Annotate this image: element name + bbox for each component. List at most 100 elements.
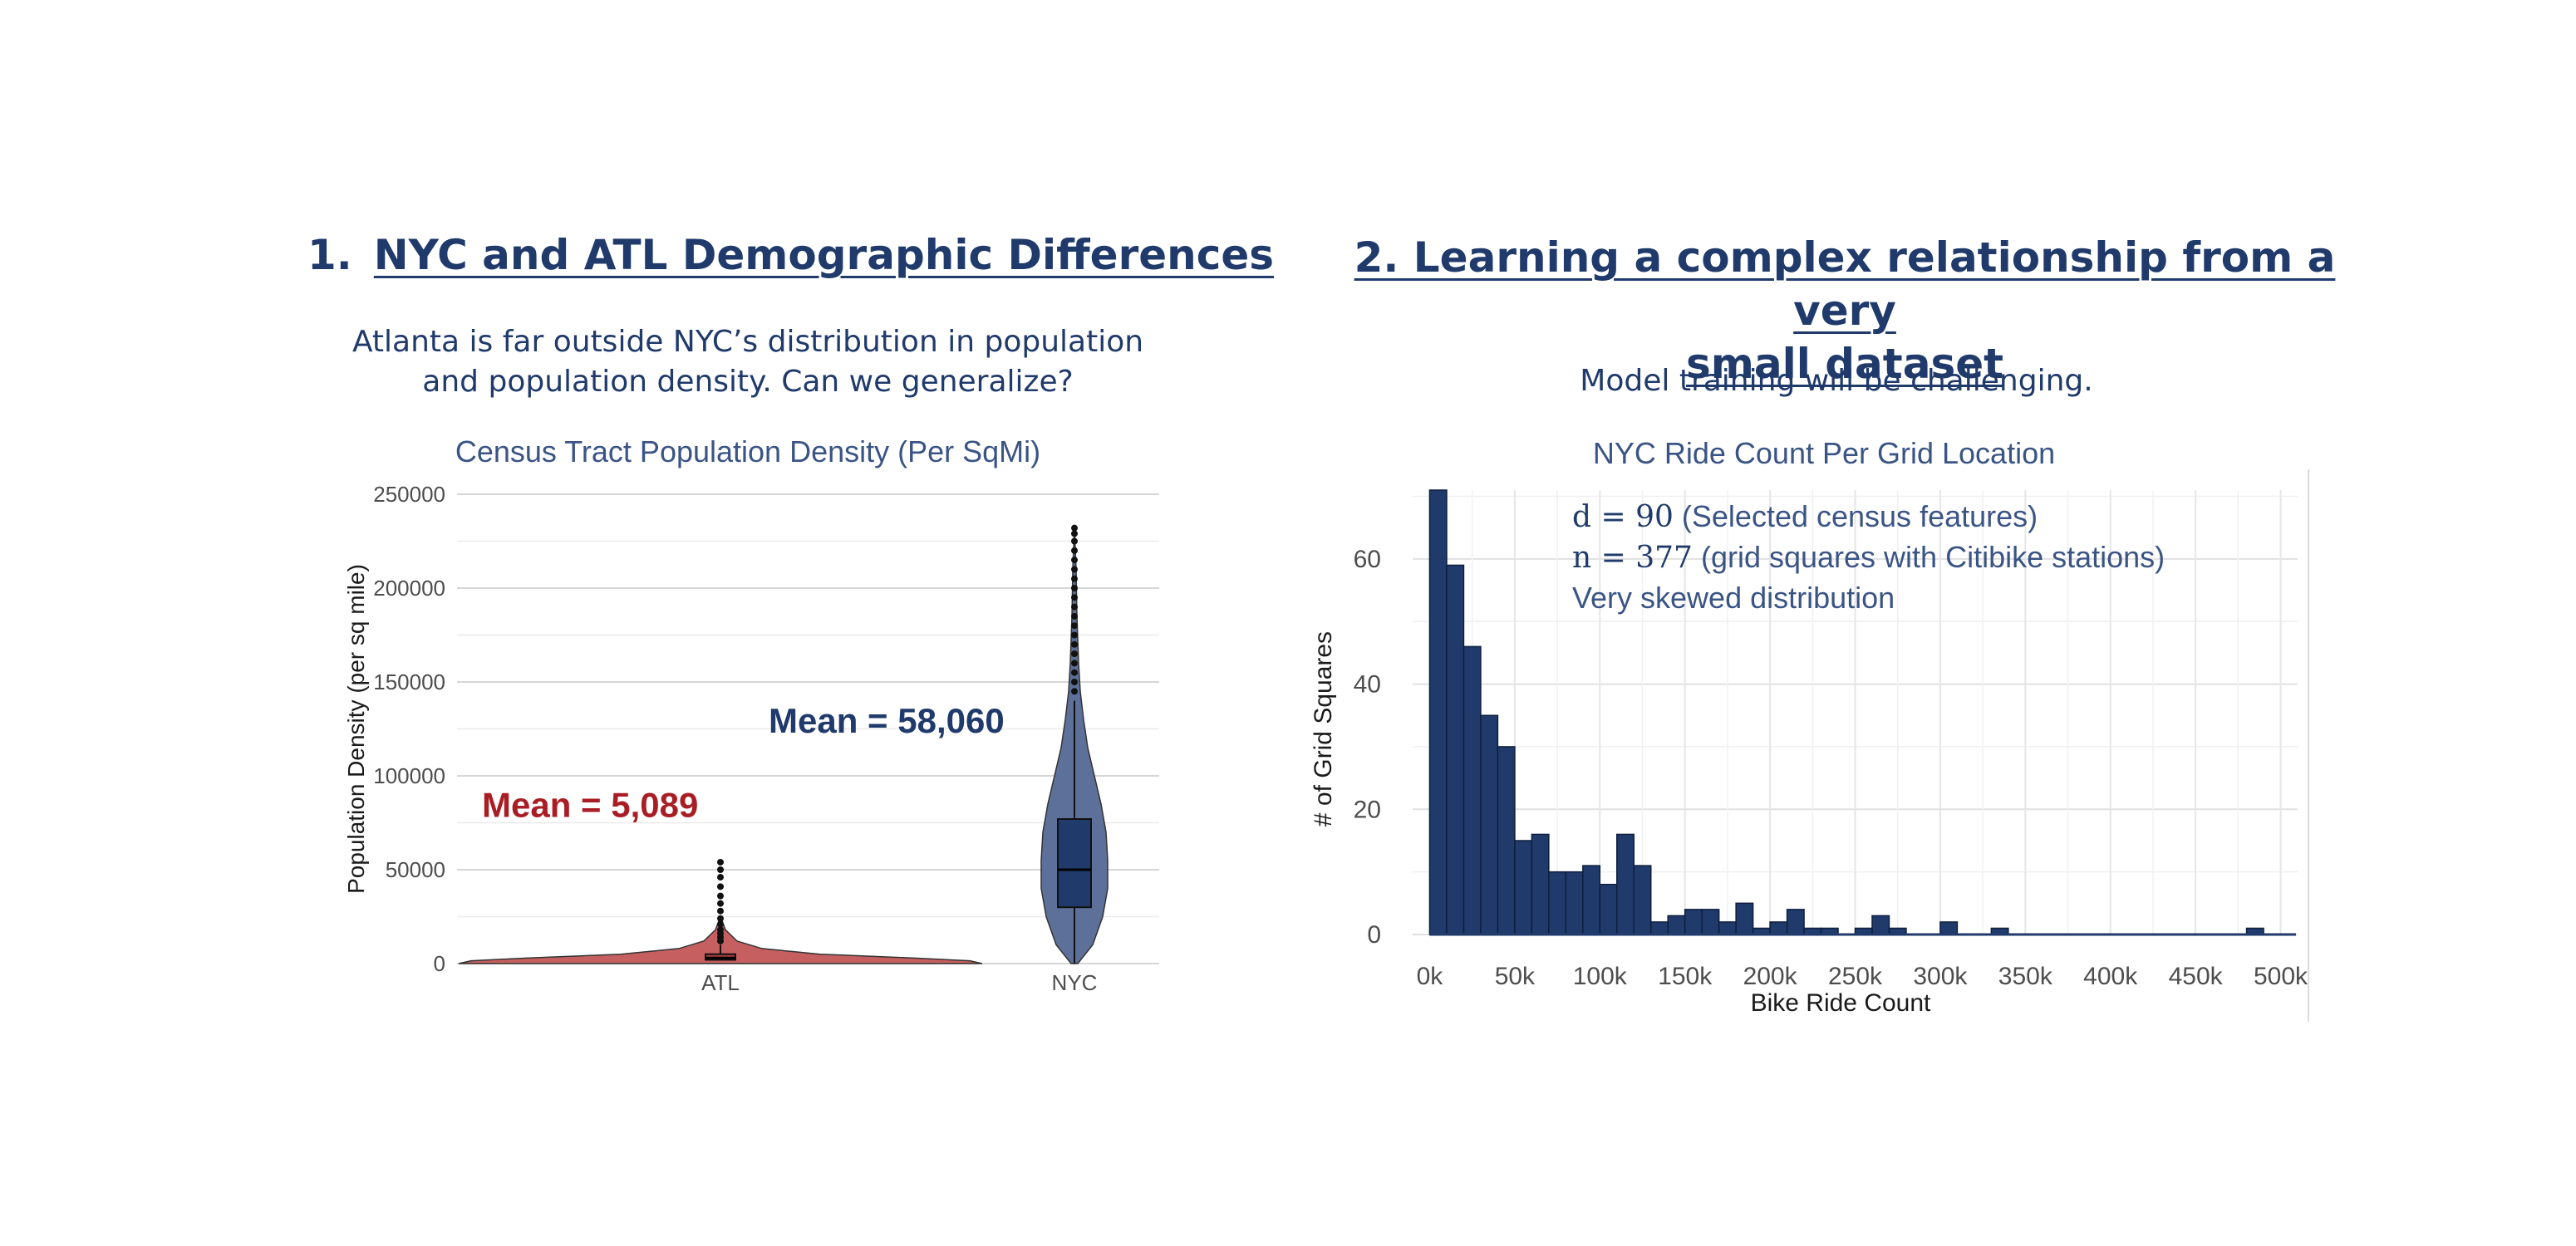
nyc-outlier-point xyxy=(1071,660,1078,667)
histogram-bar xyxy=(1684,909,1703,935)
nyc-outlier-point xyxy=(1071,603,1078,611)
violin-chart: Census Tract Population Density (Per SqM… xyxy=(343,434,1159,995)
right-heading-line-2: small dataset xyxy=(1685,340,2004,388)
y-tick-label: 150000 xyxy=(373,670,445,694)
histogram-bar xyxy=(1786,909,1805,935)
annotation-d-line: d = 90 (Selected census features) xyxy=(1572,497,2165,537)
atl-outlier-point xyxy=(717,900,724,907)
atl-outlier-point xyxy=(717,866,724,873)
annotation-n-math: n = 377 xyxy=(1572,541,1693,575)
histogram-bar xyxy=(1701,909,1720,935)
left-subtitle-line-1: Atlanta is far outside NYC’s distributio… xyxy=(351,325,1144,359)
x-tick-label: 300k xyxy=(1913,963,1968,990)
nyc-outlier-point xyxy=(1071,537,1078,545)
histogram-bar xyxy=(1463,645,1482,935)
nyc-mean-annotation: Mean = 58,060 xyxy=(769,701,1005,740)
atl-outlier-point xyxy=(717,915,724,922)
atl-outlier-point xyxy=(717,858,724,866)
histogram-bar xyxy=(1718,921,1737,935)
right-subtitle: Model training will be challenging. xyxy=(1580,364,2093,398)
x-tick-label: 450k xyxy=(2169,963,2224,990)
histogram-bar xyxy=(1582,865,1601,935)
atl-outlier-point xyxy=(717,874,724,881)
nyc-outlier-point xyxy=(1071,547,1078,554)
y-axis-label: Population Density (per sq mile) xyxy=(343,564,369,894)
nyc-outlier-point xyxy=(1071,575,1078,582)
histogram-bar xyxy=(1871,915,1890,935)
nyc-outlier-point xyxy=(1071,585,1078,591)
nyc-outlier-point xyxy=(1071,524,1078,532)
y-tick-label: 40 xyxy=(1354,671,1381,699)
x-tick-label: ATL xyxy=(701,970,740,995)
right-heading: 2. Learning a complex relationship from … xyxy=(1296,231,2393,390)
left-heading-text: NYC and ATL Demographic Differences xyxy=(373,231,1275,279)
nyc-box xyxy=(1057,817,1092,909)
y-tick-label: 50000 xyxy=(386,857,445,882)
x-tick-label: 150k xyxy=(1658,963,1713,990)
x-tick-label: 400k xyxy=(2083,963,2138,990)
atl-outlier-point xyxy=(717,920,724,928)
histogram-bar xyxy=(1939,921,1959,935)
left-subtitle: Atlanta is far outside NYC’s distributio… xyxy=(332,322,1163,402)
y-tick-label: 20 xyxy=(1354,796,1381,823)
atl-mean-annotation: Mean = 5,089 xyxy=(482,786,698,825)
y-tick-label: 60 xyxy=(1354,546,1381,573)
nyc-outlier-point xyxy=(1071,688,1078,695)
left-subtitle-line-2: and population density. Can we generaliz… xyxy=(422,365,1074,399)
y-tick-label: 0 xyxy=(1367,921,1381,949)
x-tick-label: NYC xyxy=(1052,970,1098,995)
histogram-bar xyxy=(1735,902,1754,935)
nyc-outlier-point xyxy=(1071,612,1078,620)
y-tick-label: 200000 xyxy=(373,576,445,601)
nyc-outlier-point xyxy=(1071,631,1078,639)
y-tick-label: 250000 xyxy=(373,482,445,507)
histogram-bar xyxy=(1514,840,1533,935)
nyc-outlier-point xyxy=(1071,594,1078,601)
x-tick-label: 350k xyxy=(1998,963,2053,990)
histogram-bar xyxy=(1633,865,1652,935)
y-axis-label: # of Grid Squares xyxy=(1310,631,1337,827)
histogram-bar xyxy=(1428,489,1448,935)
annotation-d-text: (Selected census features) xyxy=(1673,499,2038,533)
nyc-outlier-point xyxy=(1071,530,1078,537)
annotation-d-math: d = 90 xyxy=(1572,500,1674,534)
nyc-outlier-point xyxy=(1071,650,1078,658)
histogram-bar xyxy=(1769,921,1788,935)
histogram-bar xyxy=(1548,871,1567,935)
nyc-outlier-point xyxy=(1071,557,1078,564)
right-heading-line-1: 2. Learning a complex relationship from … xyxy=(1354,233,2336,335)
x-tick-label: 250k xyxy=(1828,963,1883,990)
x-tick-label: 100k xyxy=(1573,963,1628,990)
y-tick-label: 100000 xyxy=(373,763,445,788)
histogram-bar xyxy=(1497,746,1516,935)
histogram-chart: NYC Ride Count Per Grid Location 0 20 40 60 0… xyxy=(1310,440,2309,1022)
x-axis-label: Bike Ride Count xyxy=(1751,989,1931,1017)
nyc-outlier-point xyxy=(1071,622,1078,630)
annotation-skew-text: Very skewed distribution xyxy=(1572,581,1895,615)
histogram-bar xyxy=(1616,833,1635,935)
histogram-annotation: d = 90 (Selected census features) n = 37… xyxy=(1572,497,2165,618)
histogram-bar xyxy=(1649,921,1669,935)
histogram-bar xyxy=(1446,564,1465,935)
annotation-n-line: n = 377 (grid squares with Citibike stat… xyxy=(1572,537,2165,578)
violin-chart-title: Census Tract Population Density (Per SqM… xyxy=(455,434,1040,468)
x-tick-label: 50k xyxy=(1495,963,1536,990)
atl-outlier-point xyxy=(717,907,724,915)
nyc-outlier-point xyxy=(1071,640,1078,648)
histogram-bar xyxy=(1565,871,1584,935)
histogram-bar xyxy=(1599,883,1618,935)
atl-outlier-point xyxy=(717,892,724,900)
nyc-outlier-point xyxy=(1071,669,1078,676)
histogram-bar xyxy=(1480,714,1499,935)
atl-outlier-point xyxy=(717,883,724,890)
x-tick-label: 0k xyxy=(1417,963,1444,990)
nyc-outlier-point xyxy=(1071,566,1078,573)
left-heading-number: 1. xyxy=(307,231,352,279)
nyc-outlier-point xyxy=(1071,679,1078,685)
y-tick-label: 0 xyxy=(434,951,445,976)
annotation-n-text: (grid squares with Citibike stations) xyxy=(1692,540,2166,574)
histogram-bar xyxy=(1531,833,1550,935)
histogram-bar xyxy=(1667,915,1686,935)
x-tick-label: 200k xyxy=(1743,963,1798,990)
x-tick-label: 500k xyxy=(2254,963,2308,990)
